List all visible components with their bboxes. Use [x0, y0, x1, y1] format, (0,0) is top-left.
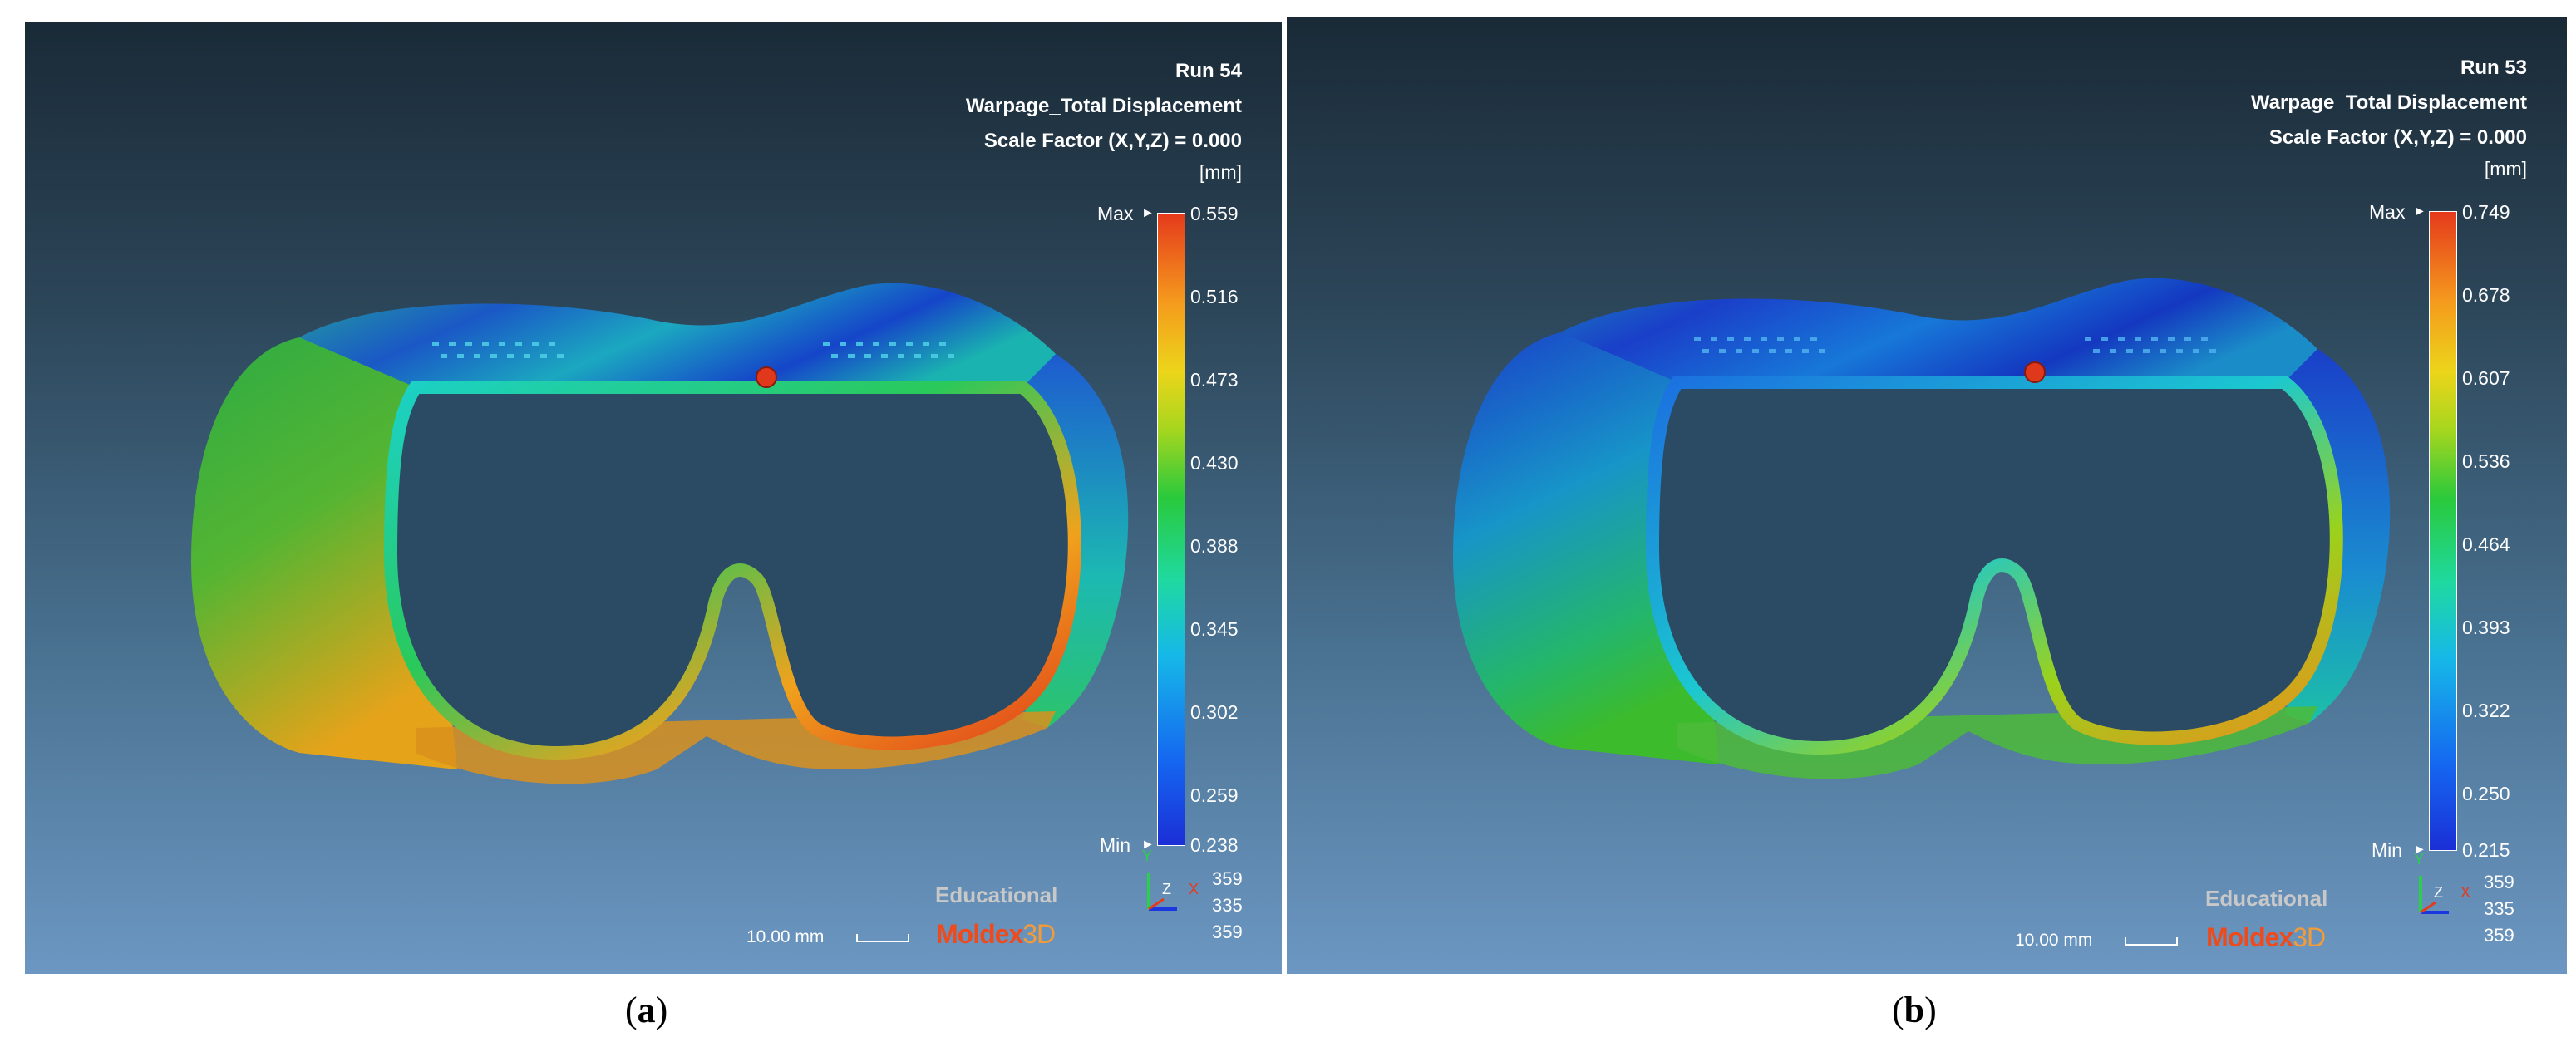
- legend-tick: 0.559: [1190, 203, 1239, 224]
- legend-tick: 0.516: [1190, 286, 1239, 307]
- legend-tick: 0.250: [2462, 783, 2510, 804]
- moldex3d-logo: Moldex3D: [936, 919, 1056, 949]
- scale-label: 10.00 mm: [2015, 931, 2093, 950]
- min-label: Min: [2372, 839, 2403, 861]
- result-name: Warpage_Total Displacement: [965, 95, 1242, 117]
- max-label: Max: [2369, 201, 2406, 223]
- axis-y-label: Y: [1142, 848, 1153, 864]
- min-arrow-icon: ►: [1141, 838, 1155, 852]
- legend-color-bar: [1157, 213, 1185, 846]
- legend-tick: 0.345: [1190, 618, 1239, 640]
- legend-tick: 0.259: [1190, 784, 1239, 806]
- axis-triad-icon: [1147, 873, 1177, 911]
- legend-tick: 0.215: [2462, 839, 2510, 861]
- view-coordinates: 359 335 359: [1212, 866, 1243, 946]
- legend-tick: 0.238: [1190, 834, 1239, 856]
- scale-factor: Scale Factor (X,Y,Z) = 0.000: [2268, 126, 2527, 149]
- viewport-panel-a[interactable]: Run 54 Warpage_Total Displacement Scale …: [25, 22, 1282, 974]
- run-label: Run 54: [1175, 60, 1242, 82]
- unit-label: [mm]: [1199, 161, 1242, 183]
- coord-value: 335: [2484, 898, 2514, 919]
- run-label: Run 53: [2460, 57, 2527, 79]
- panel-divider: [1283, 17, 1286, 974]
- legend-tick: 0.473: [1190, 369, 1239, 391]
- scale-label: 10.00 mm: [746, 927, 825, 946]
- axis-z-label: Z: [1162, 881, 1171, 897]
- legend-tick: 0.678: [2462, 284, 2510, 306]
- goggle-model-a: [191, 283, 1129, 784]
- unit-label: [mm]: [2484, 158, 2527, 179]
- max-arrow-icon: ►: [2413, 204, 2426, 219]
- axis-triad-icon: [2419, 876, 2449, 914]
- legend-tick: 0.393: [2462, 617, 2510, 638]
- coord-value: 359: [2484, 872, 2514, 892]
- legend-tick: 0.749: [2462, 201, 2510, 223]
- axis-y-label: Y: [2414, 851, 2425, 868]
- legend-tick: 0.536: [2462, 450, 2510, 472]
- legend-tick: 0.464: [2462, 533, 2510, 555]
- legend-tick: 0.388: [1190, 535, 1239, 557]
- educational-watermark: Educational: [2205, 886, 2328, 911]
- educational-watermark: Educational: [935, 882, 1058, 907]
- axis-x-label: X: [2460, 884, 2471, 901]
- moldex3d-logo: Moldex3D: [2206, 922, 2326, 952]
- min-label: Min: [1100, 834, 1131, 856]
- viewport-panel-b[interactable]: Run 53 Warpage_Total Displacement Scale …: [1287, 17, 2567, 974]
- caption-b: (b): [1892, 990, 1937, 1030]
- legend-tick: 0.607: [2462, 367, 2510, 389]
- axis-z-label: Z: [2434, 884, 2443, 901]
- result-name: Warpage_Total Displacement: [2250, 91, 2527, 114]
- legend-color-bar: [2429, 211, 2457, 851]
- coord-value: 335: [1212, 895, 1243, 916]
- coord-value: 359: [1212, 922, 1243, 942]
- scale-factor: Scale Factor (X,Y,Z) = 0.000: [983, 130, 1242, 152]
- max-label: Max: [1097, 203, 1134, 224]
- min-arrow-icon: ►: [2413, 843, 2426, 857]
- max-arrow-icon: ►: [1141, 206, 1155, 220]
- scale-bar: [856, 934, 909, 942]
- legend-tick: 0.322: [2462, 700, 2510, 721]
- coord-value: 359: [1212, 868, 1243, 889]
- axis-x-label: X: [1189, 881, 1199, 897]
- legend-tick: 0.430: [1190, 452, 1239, 474]
- caption-a: (a): [625, 990, 668, 1030]
- goggle-model-b: [1453, 278, 2391, 779]
- coord-value: 359: [2484, 925, 2514, 946]
- legend-tick: 0.302: [1190, 701, 1239, 723]
- view-coordinates: 359 335 359: [2484, 869, 2514, 949]
- scale-bar: [2125, 937, 2178, 946]
